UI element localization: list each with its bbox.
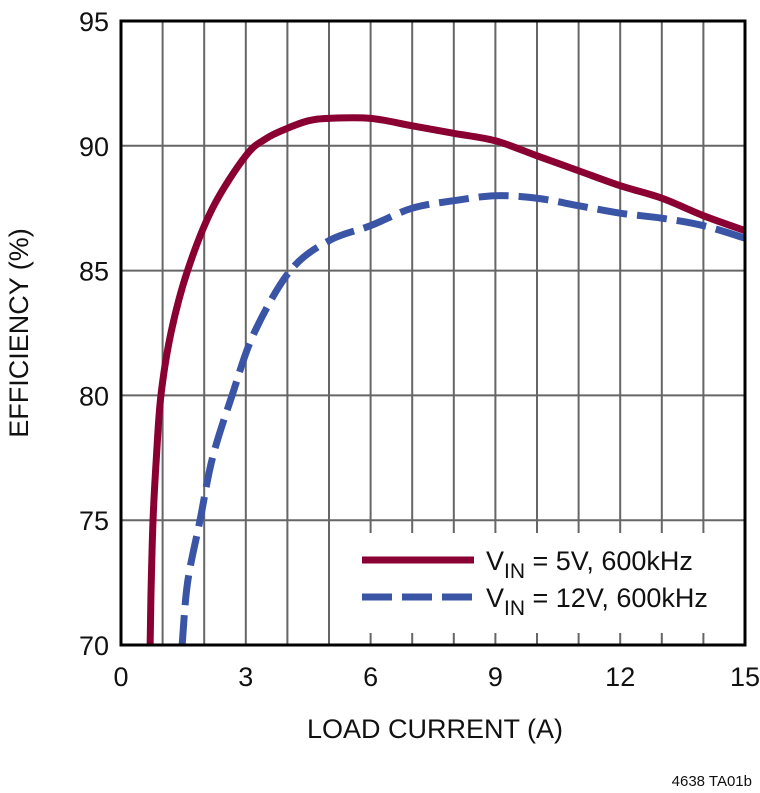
x-tick-label: 0	[113, 662, 128, 692]
x-tick-label: 6	[363, 662, 378, 692]
series-line-0	[146, 114, 747, 646]
plot-frame	[119, 19, 747, 647]
y-axis-label: EFFICIENCY (%)	[4, 228, 34, 438]
legend-label-5v: VIN = 5V, 600kHz	[486, 546, 693, 583]
x-tick-label: 15	[730, 662, 760, 692]
x-axis-label: LOAD CURRENT (A)	[307, 714, 563, 744]
y-tick-label: 95	[79, 7, 109, 37]
legend-label-12v: VIN = 12V, 600kHz	[486, 583, 708, 620]
y-tick-labels: 70 75 80 85 90 95	[79, 7, 109, 661]
y-tick-label: 75	[79, 506, 109, 536]
y-tick-label: 85	[79, 257, 109, 287]
x-tick-label: 9	[488, 662, 503, 692]
curves	[146, 114, 747, 646]
y-tick-label: 70	[79, 631, 109, 661]
legend: VIN = 5V, 600kHz VIN = 12V, 600kHz	[362, 546, 708, 620]
legend-background	[331, 533, 743, 633]
x-tick-label: 3	[238, 662, 253, 692]
x-tick-labels: 0 3 6 9 12 15	[113, 662, 760, 692]
y-tick-label: 80	[79, 381, 109, 411]
y-tick-label: 90	[79, 132, 109, 162]
x-tick-label: 12	[605, 662, 635, 692]
series-line-1	[178, 192, 747, 646]
figure-id-annotation: 4638 TA01b	[672, 773, 752, 790]
